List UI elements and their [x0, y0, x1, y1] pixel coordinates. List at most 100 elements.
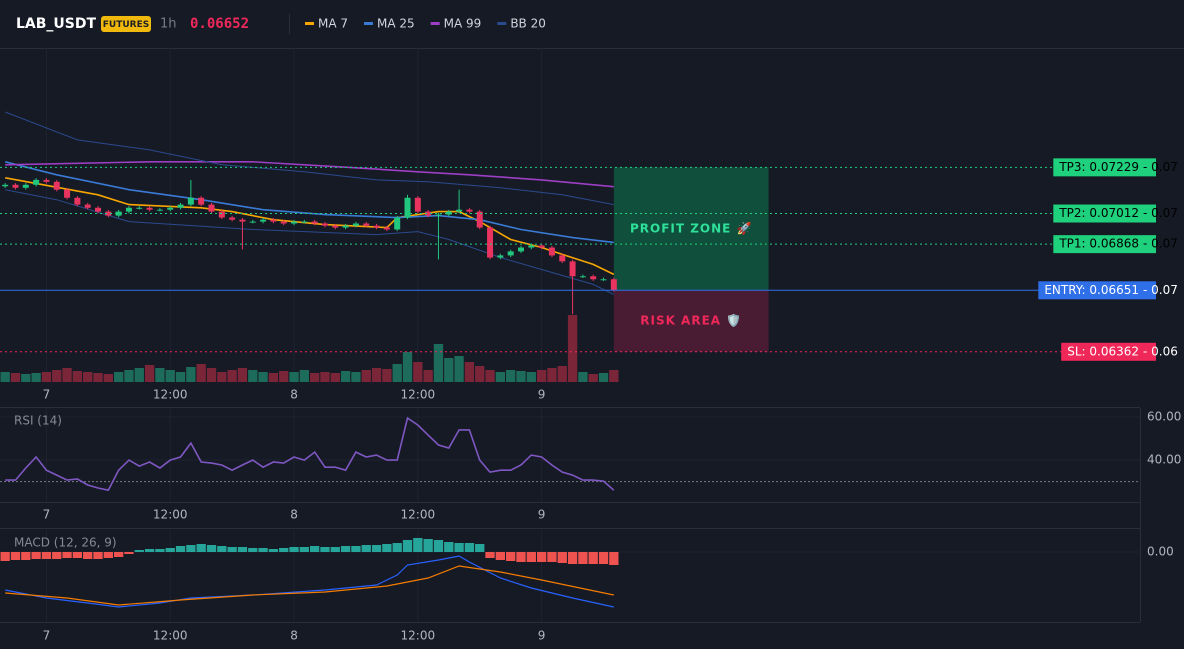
histogram-bar — [10, 552, 21, 560]
candle-body — [301, 221, 308, 223]
candle-body — [270, 219, 277, 222]
legend-entry: BB 20 — [510, 17, 546, 31]
zone-label: RISK AREA 🛡️ — [640, 314, 742, 328]
candle-body — [136, 207, 143, 209]
volume-bar — [516, 371, 526, 382]
histogram-bar — [248, 548, 258, 552]
bollinger-band — [5, 189, 615, 295]
candle-body — [579, 276, 586, 278]
volume-bar — [62, 368, 72, 382]
candle-body — [445, 211, 452, 215]
volume-bar — [227, 370, 237, 382]
rsi-line — [5, 416, 615, 492]
level-axis-label: - 0.07 — [1143, 283, 1178, 297]
level-axis-label: - 0.06 — [1143, 344, 1178, 358]
volume-bar — [196, 364, 206, 382]
histogram-bar — [196, 544, 206, 552]
histogram-bar — [165, 548, 175, 552]
histogram-bar — [206, 545, 217, 552]
volume-bar — [268, 373, 279, 382]
candle-body — [12, 184, 19, 188]
candle-body — [590, 276, 597, 280]
candle-body — [22, 184, 29, 188]
histogram-bar — [258, 548, 268, 552]
histogram-bar — [413, 538, 423, 552]
x-tick-label: 12:00 — [401, 629, 436, 643]
volume-bar — [237, 368, 248, 382]
candle-body — [414, 197, 421, 212]
volume-bar — [547, 368, 557, 382]
candle-body — [425, 211, 432, 216]
candle-body — [352, 223, 359, 226]
volume-bar — [113, 372, 124, 382]
volume-bar — [588, 374, 598, 382]
candle-body — [260, 219, 267, 222]
volume-bar — [206, 368, 217, 382]
histogram-bar — [124, 552, 134, 554]
candle-body — [507, 251, 514, 256]
histogram-bar — [609, 552, 619, 565]
histogram-bar — [113, 552, 124, 557]
histogram-bar — [31, 552, 41, 559]
histogram-bar — [526, 552, 536, 562]
volume-bar — [310, 373, 320, 382]
level-tag-bg — [1061, 342, 1156, 361]
volume-bar — [361, 370, 371, 382]
volume-bar — [371, 368, 382, 382]
candle-body — [466, 209, 473, 212]
x-tick-label: 7 — [43, 388, 51, 402]
badge: FUTURES — [103, 20, 149, 30]
histogram-bar — [444, 542, 454, 552]
x-tick-label: 12:00 — [153, 629, 188, 643]
volume-bar — [217, 372, 227, 382]
last-price: 0.06652 — [190, 16, 249, 32]
histogram-bar — [433, 540, 444, 552]
candle-body — [146, 207, 153, 210]
y-tick-label: 0.00 — [1147, 545, 1174, 559]
level-tag: TP3: 0.07229 - 0.07 — [1053, 158, 1178, 177]
histogram-bar — [299, 547, 310, 552]
interval[interactable]: 1h — [160, 17, 177, 32]
x-tick-label: 8 — [290, 388, 298, 402]
histogram-bar — [217, 546, 227, 552]
zone — [613, 167, 769, 291]
volume-bar — [72, 371, 83, 382]
candle-body — [311, 221, 318, 224]
x-tick-label: 12:00 — [153, 388, 188, 402]
volume-bar — [485, 370, 495, 382]
x-tick-label: 9 — [538, 508, 546, 522]
histogram-bar — [547, 552, 557, 562]
candle-body — [538, 245, 545, 248]
pane-title: RSI (14) — [14, 414, 62, 428]
candle-body — [198, 197, 205, 205]
histogram-bar — [485, 552, 495, 558]
candle-body — [229, 217, 236, 220]
volume-bar — [423, 370, 433, 382]
level-label: ENTRY: 0.06651 — [1044, 283, 1139, 297]
candle-body — [208, 204, 215, 212]
histogram-bar — [557, 552, 567, 563]
histogram-bar — [423, 539, 433, 552]
candle-body — [291, 221, 298, 224]
histogram-bar — [62, 552, 72, 558]
volume-bar — [31, 373, 41, 382]
level-label: SL: 0.06362 — [1067, 344, 1139, 358]
histogram-bar — [186, 545, 196, 552]
volume-bar — [567, 315, 578, 382]
legend-swatch — [364, 22, 374, 25]
level-label: TP2: 0.07012 — [1058, 206, 1139, 220]
symbol[interactable]: LAB_USDT — [16, 16, 96, 32]
histogram-bar — [83, 552, 93, 559]
candle-body — [497, 255, 504, 258]
candle-body — [363, 223, 370, 226]
level-tag: TP2: 0.07012 - 0.07 — [1053, 204, 1178, 223]
histogram-bar — [279, 548, 289, 552]
histogram-bar — [598, 552, 609, 564]
volume-bar — [392, 364, 402, 382]
candle-body — [528, 245, 535, 248]
volume-bar — [248, 370, 258, 382]
x-tick-label: 12:00 — [153, 508, 188, 522]
volume-bar — [464, 362, 475, 382]
histogram-bar — [175, 546, 186, 552]
